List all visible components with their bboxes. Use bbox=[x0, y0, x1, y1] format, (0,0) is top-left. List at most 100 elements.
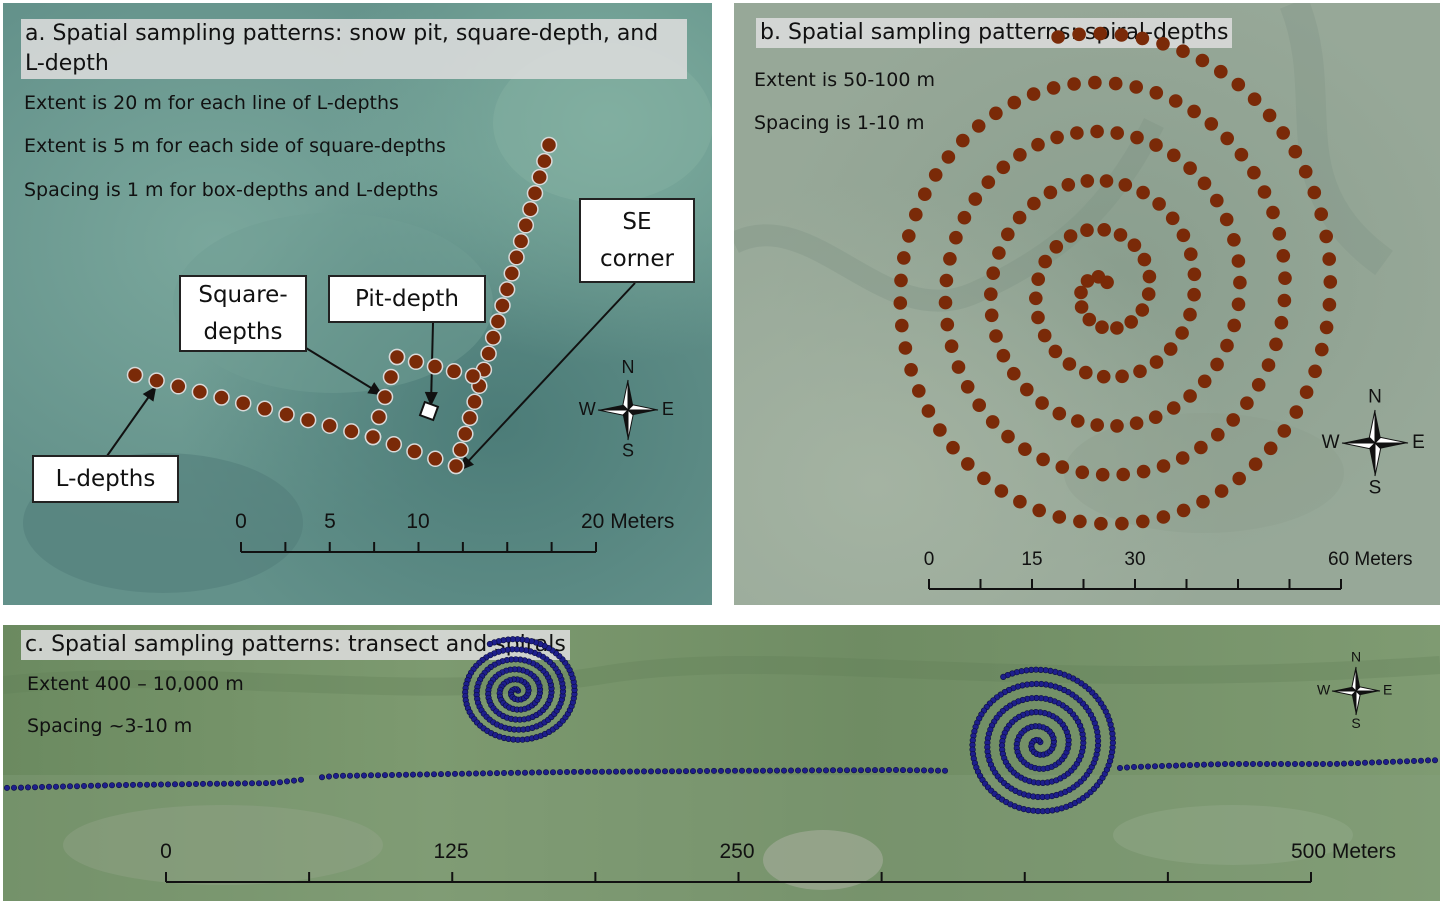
transect-point bbox=[332, 772, 339, 779]
spiral-depth-point bbox=[1167, 148, 1181, 163]
compass-needle-east bbox=[628, 410, 658, 416]
spiral-depth-point bbox=[940, 317, 955, 332]
transect-point bbox=[920, 767, 927, 774]
transect-point bbox=[276, 779, 283, 786]
compass-label-s: S bbox=[1351, 715, 1360, 731]
spiral-depth-point bbox=[1168, 94, 1183, 108]
spiral-depth-point bbox=[1248, 457, 1263, 472]
spiral-depth-point bbox=[1233, 275, 1247, 290]
compass-needle-east bbox=[626, 404, 659, 411]
spiral-depth-point bbox=[1214, 484, 1229, 498]
spiral-depth-point bbox=[1166, 401, 1181, 415]
compass-label-n: N bbox=[1351, 649, 1361, 665]
spiral-depth-point bbox=[1276, 249, 1291, 263]
transect-point bbox=[395, 771, 402, 778]
spiral-depth-point bbox=[1020, 382, 1034, 397]
spiral-depth-point bbox=[1183, 307, 1197, 322]
transect-point bbox=[444, 771, 451, 778]
transect-point bbox=[102, 782, 109, 789]
pit-depth-marker bbox=[418, 400, 440, 422]
l-depths-callout: L-depths bbox=[32, 455, 179, 503]
l-depth-point bbox=[126, 366, 144, 384]
spiral-depth-point bbox=[1272, 227, 1287, 241]
spiral-point bbox=[1000, 673, 1007, 681]
spiral-depth-point bbox=[918, 187, 932, 201]
spiral-depth-point bbox=[1227, 318, 1241, 333]
spiral-depth-point bbox=[1156, 459, 1171, 473]
transect-point bbox=[18, 784, 25, 791]
transect-point bbox=[130, 781, 137, 788]
panel-b-sample-overlay: N S E W 0 15 30 60 Meters bbox=[893, 26, 1425, 590]
transect-point bbox=[67, 783, 74, 790]
compass-needle-south bbox=[1369, 443, 1375, 476]
l-depth-point bbox=[461, 409, 479, 427]
spiral-depth-point bbox=[985, 415, 1000, 429]
transect-point bbox=[717, 767, 724, 774]
spiral-depth-point bbox=[986, 266, 1000, 281]
transect-point bbox=[892, 767, 899, 774]
transect-point bbox=[186, 781, 193, 788]
compass-rose: N S E W bbox=[579, 357, 674, 460]
spiral-depth-point bbox=[1091, 270, 1106, 284]
transect-and-spiral-points bbox=[3, 636, 1439, 815]
transect-point bbox=[74, 783, 81, 790]
transect-point bbox=[647, 768, 654, 775]
square-depth-point bbox=[426, 358, 444, 375]
spiral-depth-point bbox=[1073, 514, 1087, 529]
scale-bar-label: 0 bbox=[235, 510, 247, 533]
transect-point bbox=[325, 773, 332, 780]
transect-point bbox=[1306, 761, 1313, 768]
spiral-depth-point bbox=[941, 150, 956, 164]
spiral-depth-point bbox=[946, 440, 960, 455]
transect-point bbox=[864, 767, 871, 774]
spiral-depth-point bbox=[1219, 212, 1234, 227]
scale-bar-label: 30 bbox=[1124, 549, 1145, 570]
panel-a-info-square-extent: Extent is 5 m for each side of square-de… bbox=[24, 135, 446, 157]
transect-point bbox=[913, 767, 920, 774]
compass-label-w: W bbox=[1322, 432, 1340, 453]
panel-c: c. Spatial sampling patterns: transect a… bbox=[3, 625, 1440, 901]
spiral-depth-point bbox=[1095, 320, 1109, 335]
transect-point bbox=[661, 768, 668, 775]
spiral-depth-point bbox=[921, 404, 936, 418]
spiral-depth-point bbox=[972, 398, 986, 413]
spiral-depth-point bbox=[1289, 405, 1304, 419]
transect-point bbox=[605, 768, 612, 775]
l-depth-point bbox=[498, 281, 516, 298]
square-depth-point bbox=[382, 368, 400, 386]
transect-point bbox=[850, 767, 857, 774]
spiral-depth-point bbox=[1175, 451, 1190, 465]
l-depth-point bbox=[480, 345, 497, 362]
spiral-depth-point bbox=[1298, 164, 1313, 179]
panel-b-info-spacing: Spacing is 1-10 m bbox=[754, 112, 925, 134]
compass-label-e: E bbox=[1383, 682, 1392, 698]
spiral-depth-point bbox=[1175, 326, 1189, 340]
transect-point bbox=[116, 782, 123, 789]
spiral-depth-point bbox=[1133, 364, 1147, 379]
spiral-depth-point bbox=[1031, 137, 1045, 152]
transect-point bbox=[200, 780, 207, 787]
scale-bar: 0 125 250 500 Meters bbox=[160, 840, 1396, 883]
spiral-depth-point bbox=[1013, 148, 1027, 162]
spiral-depth-point bbox=[1127, 238, 1142, 252]
transect-point bbox=[1145, 763, 1152, 770]
l-depth-point bbox=[299, 411, 317, 429]
transect-point bbox=[283, 778, 290, 785]
spiral-depth-point bbox=[1036, 452, 1050, 467]
transect-point bbox=[507, 769, 514, 776]
transect-point bbox=[137, 781, 144, 788]
compass-needle-west bbox=[1332, 686, 1356, 691]
spiral-depth-point bbox=[1049, 240, 1064, 254]
spiral-depth-point bbox=[1135, 31, 1150, 46]
transect-point bbox=[1341, 760, 1348, 767]
spiral-depth-point bbox=[1090, 124, 1104, 139]
transect-point bbox=[1271, 761, 1278, 768]
transect-point bbox=[479, 770, 486, 777]
transect-point bbox=[144, 781, 151, 788]
compass-needle-north bbox=[1356, 667, 1361, 691]
spiral-depth-point bbox=[949, 230, 963, 245]
scale-bar-label: 125 bbox=[433, 840, 468, 863]
spiral-depth-point bbox=[1052, 406, 1067, 421]
callout-arrow-line bbox=[305, 347, 382, 395]
transect-point bbox=[794, 767, 801, 774]
